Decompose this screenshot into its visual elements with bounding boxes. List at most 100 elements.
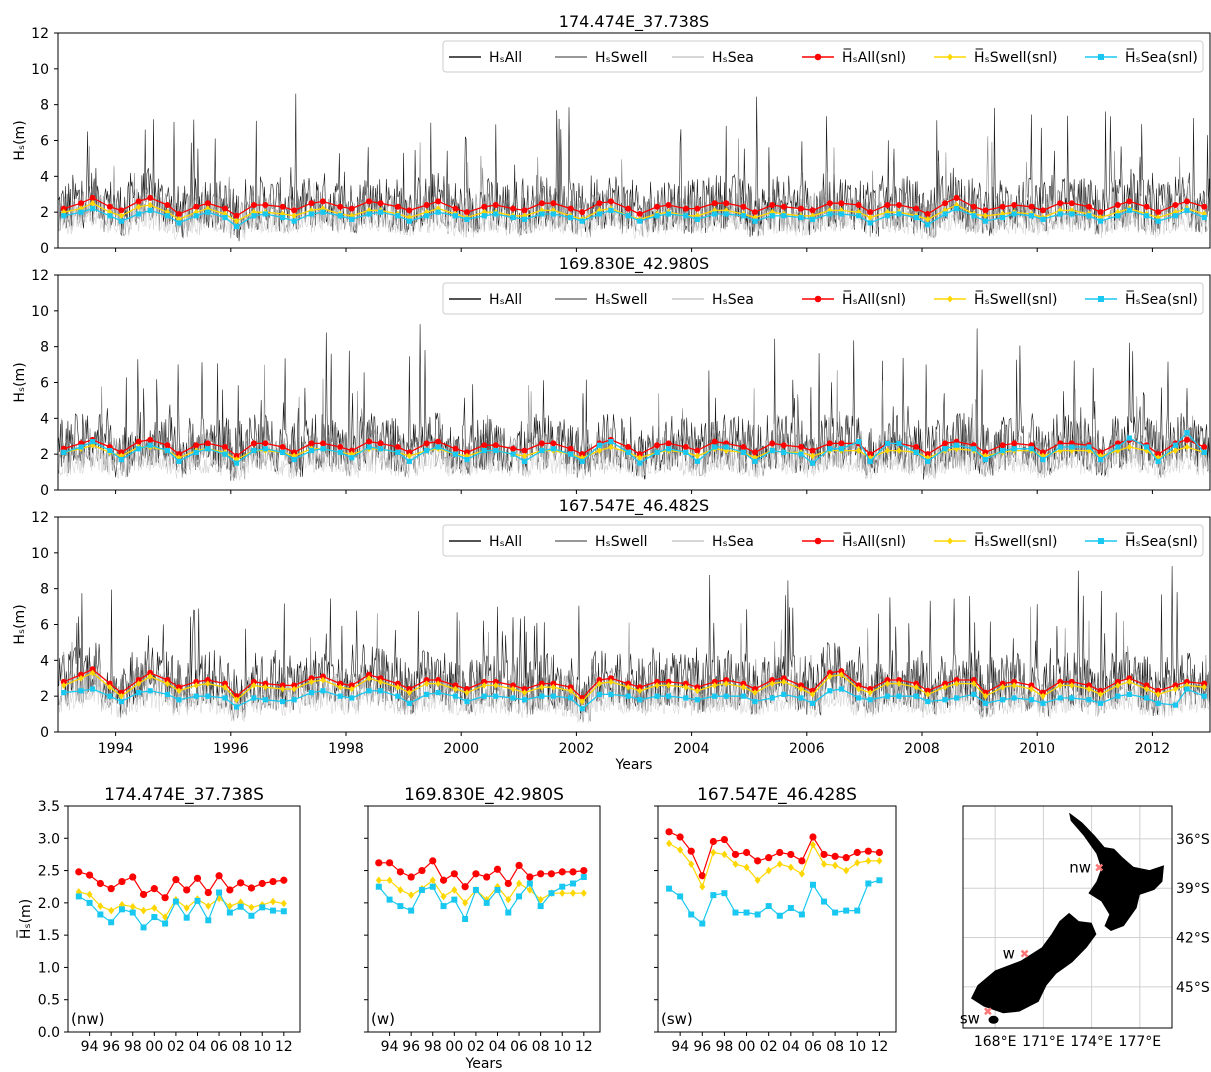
data-point <box>798 685 804 693</box>
data-point <box>608 439 614 445</box>
x-tick-label: 00 <box>145 1039 163 1055</box>
data-point <box>798 205 805 212</box>
data-point <box>776 848 784 857</box>
data-point <box>925 458 931 464</box>
data-point <box>999 680 1006 687</box>
data-point <box>1057 207 1063 214</box>
data-point <box>550 440 557 447</box>
data-point <box>665 211 672 217</box>
data-point <box>408 907 415 914</box>
hs-swell-trace <box>57 364 1211 481</box>
data-point <box>567 684 574 691</box>
data-point <box>521 447 528 454</box>
data-point <box>712 693 718 699</box>
south-island-shape <box>971 912 1097 1014</box>
data-point <box>751 449 758 456</box>
data-point <box>377 675 384 682</box>
data-point <box>752 458 758 464</box>
y-axis-label: Hₛ(m) <box>12 362 28 402</box>
data-point <box>129 873 137 881</box>
data-point <box>665 693 672 699</box>
data-point <box>942 211 948 217</box>
data-point <box>247 884 256 892</box>
data-point <box>925 698 931 705</box>
y-tick-label: 1.5 <box>38 928 60 944</box>
data-point <box>521 686 528 692</box>
data-point <box>89 199 96 207</box>
data-point <box>913 683 919 691</box>
data-point <box>884 213 891 219</box>
data-point <box>377 678 384 686</box>
data-point <box>377 446 384 452</box>
data-point <box>787 863 794 872</box>
data-point <box>118 692 124 700</box>
data-point <box>723 447 729 454</box>
y-tick-label: 3.5 <box>38 799 60 815</box>
data-point <box>319 673 326 680</box>
y-tick-label: 8 <box>40 98 49 114</box>
legend-marker <box>814 295 822 303</box>
data-point <box>1126 198 1133 205</box>
data-point <box>406 700 412 706</box>
data-point <box>827 688 833 694</box>
data-point <box>769 202 776 208</box>
data-point <box>515 861 523 870</box>
data-point <box>118 877 126 886</box>
data-point <box>537 903 544 910</box>
data-point <box>147 673 153 680</box>
data-point <box>118 689 125 696</box>
data-point <box>176 220 182 226</box>
data-point <box>308 200 315 207</box>
data-point <box>516 893 523 900</box>
data-point <box>280 214 286 221</box>
data-point <box>483 873 491 881</box>
data-point <box>492 442 499 449</box>
data-point <box>666 839 673 848</box>
data-point <box>395 213 401 219</box>
data-point <box>435 444 441 450</box>
data-point <box>559 889 566 897</box>
data-point <box>821 898 828 905</box>
data-point <box>481 213 487 219</box>
data-point <box>781 213 787 219</box>
data-point <box>843 866 850 875</box>
x-tick-label: 02 <box>467 1039 485 1055</box>
data-point <box>407 873 415 881</box>
data-point <box>781 691 787 697</box>
data-point <box>147 201 153 209</box>
data-point <box>262 683 268 691</box>
data-point <box>118 456 124 463</box>
data-point <box>1086 444 1092 450</box>
x-tick-label: 2012 <box>1135 741 1171 757</box>
y-tick-label: 0.5 <box>38 993 60 1009</box>
hs-swell-trace <box>57 136 1211 239</box>
data-point <box>769 695 775 701</box>
data-point <box>1143 203 1150 210</box>
data-point <box>637 454 643 462</box>
data-point <box>377 209 384 215</box>
x-tick-label: 08 <box>826 1039 844 1055</box>
data-point <box>452 685 459 693</box>
legend-label: H̅ₛAll(snl) <box>842 290 906 308</box>
data-point <box>1172 202 1179 208</box>
data-point <box>637 697 643 703</box>
data-point <box>637 687 643 695</box>
data-point <box>204 677 211 684</box>
data-point <box>742 848 751 857</box>
data-point <box>172 876 180 884</box>
data-point <box>731 850 740 859</box>
data-point <box>769 213 775 219</box>
data-point <box>942 200 949 207</box>
data-point <box>723 677 730 684</box>
lat-label: 42°S <box>1176 931 1210 947</box>
data-point <box>1028 682 1035 689</box>
data-point <box>85 871 94 879</box>
data-point <box>913 205 920 212</box>
x-tick-label: 10 <box>848 1039 866 1055</box>
data-point <box>481 682 487 689</box>
legend-label: HₛSwell <box>595 50 647 66</box>
data-point <box>308 211 315 217</box>
data-point <box>798 870 805 878</box>
data-point <box>1201 214 1207 221</box>
data-point <box>781 449 787 455</box>
